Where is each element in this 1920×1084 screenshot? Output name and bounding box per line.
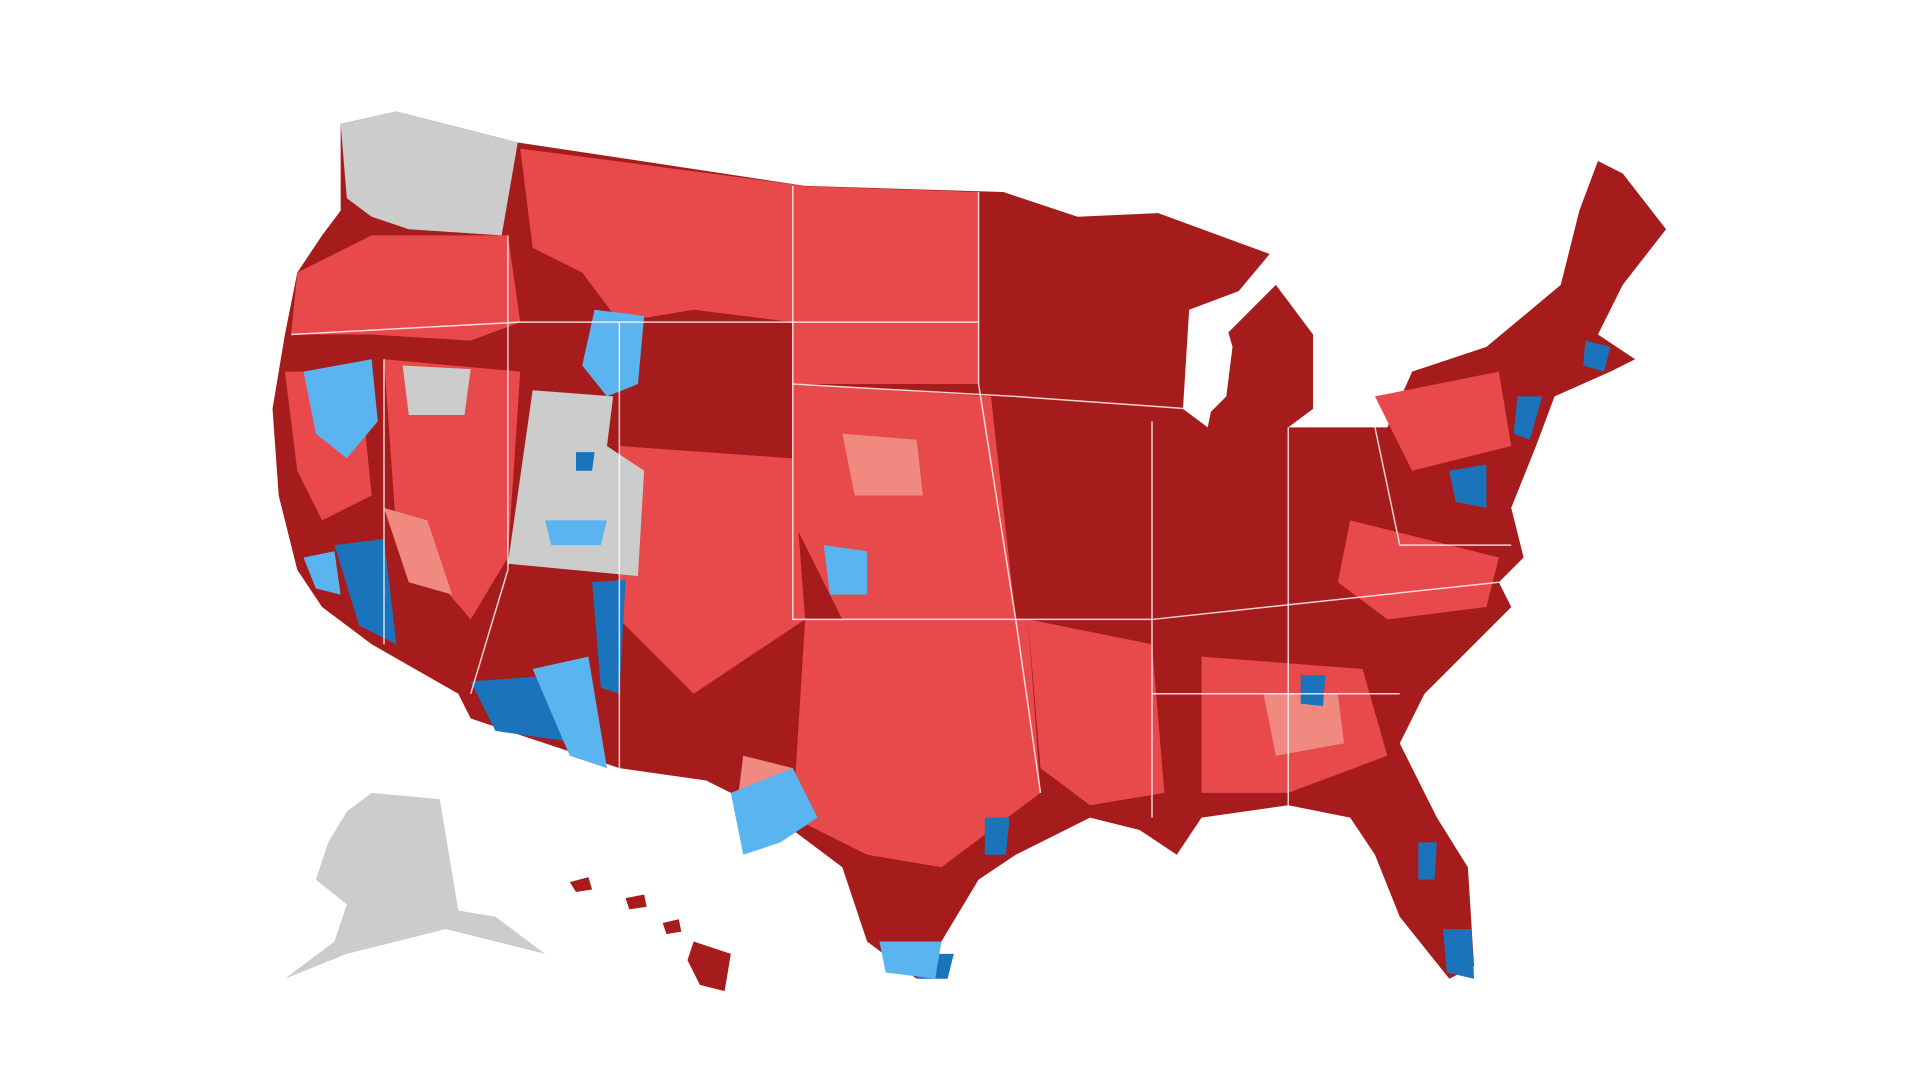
region [842, 433, 923, 496]
region [592, 579, 626, 694]
region [576, 452, 595, 471]
island [625, 894, 647, 910]
gray-regions [284, 111, 645, 979]
lake [1189, 303, 1233, 416]
region [619, 445, 806, 694]
region [792, 384, 1016, 620]
dark-blue-regions [334, 340, 1611, 979]
region [1263, 693, 1344, 756]
island [687, 941, 731, 992]
region [303, 551, 341, 595]
nevada-patch [402, 365, 471, 416]
region [291, 235, 521, 341]
region [1449, 464, 1487, 508]
region [1513, 396, 1543, 440]
washington [340, 111, 518, 236]
region [334, 538, 397, 645]
state-borders [291, 185, 1512, 818]
region [582, 309, 645, 397]
utah-area [507, 390, 645, 577]
pink-regions [384, 433, 1344, 818]
light-red-regions [284, 148, 1512, 868]
region [1028, 619, 1165, 806]
region [823, 545, 868, 595]
border [291, 321, 979, 336]
island [569, 877, 593, 892]
region [1583, 340, 1611, 372]
hawaii [569, 877, 731, 992]
border [792, 185, 1499, 621]
region [1443, 929, 1475, 979]
region [1418, 842, 1437, 880]
border [792, 383, 1190, 410]
region [792, 619, 1041, 868]
alaska [284, 792, 546, 979]
region [879, 941, 942, 979]
region [984, 817, 1010, 855]
island [662, 919, 682, 935]
region [384, 507, 453, 595]
border [1374, 427, 1512, 546]
region [1374, 371, 1512, 471]
region [303, 359, 378, 459]
region [730, 768, 818, 855]
light-blue-regions [303, 309, 942, 979]
region [532, 656, 607, 769]
region [520, 148, 806, 323]
border [469, 235, 509, 694]
region [1300, 675, 1326, 707]
region [545, 520, 607, 546]
region [792, 185, 979, 385]
border [977, 192, 1042, 793]
